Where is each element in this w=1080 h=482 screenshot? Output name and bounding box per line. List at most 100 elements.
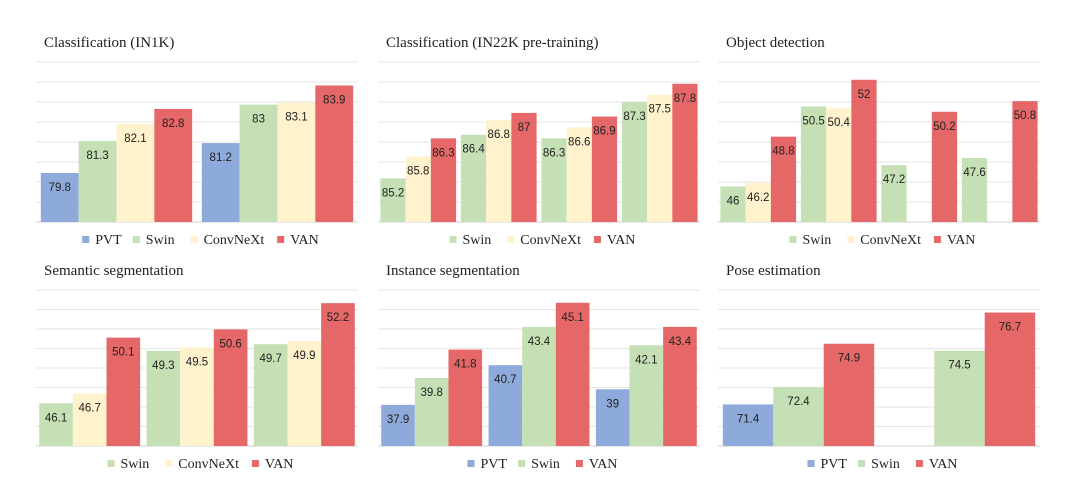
- bar-van-52-2: [321, 303, 355, 446]
- bar-convnext-46-2: [745, 182, 771, 222]
- legend-swatch-swin: [518, 460, 526, 467]
- legend-label-swin: Swin: [146, 233, 175, 248]
- data-label: 50.5: [802, 115, 824, 127]
- bar-convnext-49-5: [180, 347, 214, 446]
- bar-swin-46: [720, 186, 746, 222]
- data-label: 40.7: [494, 374, 516, 386]
- data-label: 39: [606, 398, 619, 410]
- data-label: 46.7: [78, 402, 100, 414]
- data-label: 79.8: [49, 182, 71, 194]
- data-label: 72.4: [787, 396, 810, 408]
- data-label: 46: [727, 195, 740, 207]
- bar-van-82-8: [154, 108, 193, 222]
- chart-title: Pose estimation: [726, 263, 821, 279]
- data-label: 50.1: [112, 347, 134, 359]
- data-label: 50.8: [1014, 110, 1036, 122]
- legend-label-convnext: ConvNeXt: [520, 233, 581, 248]
- data-label: 86.6: [568, 136, 590, 148]
- bar-convnext-46-7: [72, 393, 107, 446]
- data-label: 83.9: [323, 94, 345, 106]
- data-label: 86.9: [593, 126, 615, 138]
- data-label: 87: [518, 122, 531, 134]
- bar-van-87: [511, 112, 537, 222]
- legend: PVT Swin VAN: [467, 457, 618, 472]
- bar-van-86-9: [591, 116, 618, 222]
- data-label: 37.9: [387, 414, 409, 426]
- legend-label-swin: Swin: [871, 457, 900, 472]
- legend-swatch-van: [915, 460, 923, 467]
- bar-van-45-1: [555, 302, 590, 446]
- data-label: 74.9: [838, 353, 860, 365]
- legend-swatch-van: [575, 460, 583, 467]
- legend-label-van: VAN: [589, 457, 618, 472]
- data-label: 41.8: [454, 359, 476, 371]
- legend: Swin ConvNeXt VAN: [789, 233, 976, 248]
- legend-swatch-pvt: [807, 460, 815, 467]
- data-label: 87.5: [649, 104, 671, 116]
- legend-label-swin: Swin: [121, 457, 150, 472]
- bar-swin-74-5: [934, 350, 985, 446]
- data-label: 71.4: [737, 413, 760, 425]
- bar-pvt-71-4: [722, 404, 774, 446]
- legend-swatch-pvt: [82, 236, 90, 243]
- data-label: 86.3: [543, 147, 565, 159]
- data-label: 82.8: [162, 118, 184, 130]
- data-label: 47.6: [963, 167, 985, 179]
- data-label: 86.3: [432, 147, 454, 159]
- legend-label-convnext: ConvNeXt: [204, 233, 265, 248]
- bar-van-83-9: [315, 85, 354, 222]
- legend: PVT Swin VAN: [807, 457, 958, 472]
- bar-swin-46-1: [39, 403, 73, 446]
- legend-swatch-swin: [789, 236, 797, 243]
- bar-pvt-79-8: [40, 172, 79, 222]
- legend-swatch-swin: [107, 460, 115, 467]
- data-label: 87.8: [674, 93, 696, 105]
- chart-title: Instance segmentation: [386, 263, 520, 279]
- legend: PVT Swin ConvNeXt VAN: [82, 233, 319, 248]
- legend-label-convnext: ConvNeXt: [860, 233, 921, 248]
- legend-swatch-pvt: [467, 460, 475, 467]
- data-label: 82.1: [124, 133, 146, 145]
- chart-classification-in22k-pre-training: Classification (IN22K pre-training)85.28…: [378, 35, 700, 248]
- legend-swatch-convnext: [507, 236, 515, 243]
- data-label: 47.2: [883, 174, 905, 186]
- bar-convnext-50-4: [826, 108, 852, 222]
- legend-swatch-van: [251, 460, 259, 467]
- bar-swin-47-6: [961, 158, 988, 222]
- data-label: 46.2: [747, 192, 769, 204]
- data-label: 52: [858, 89, 871, 101]
- legend-swatch-convnext: [165, 460, 173, 467]
- bar-van-50-8: [1012, 101, 1038, 222]
- data-label: 86.8: [488, 129, 510, 141]
- chart-title: Semantic segmentation: [44, 263, 184, 279]
- bar-swin-42-1: [629, 345, 664, 446]
- chart-object-detection: Object detection 46 46.2 48.8 50.5 50.4 52 47.2…: [718, 35, 1040, 248]
- legend-label-van: VAN: [290, 233, 319, 248]
- legend-swatch-van: [277, 236, 285, 243]
- legend: Swin ConvNeXt VAN: [107, 457, 293, 472]
- legend-label-van: VAN: [607, 233, 636, 248]
- bar-swin-86-3: [541, 138, 567, 222]
- bar-van-50-6: [213, 329, 248, 446]
- data-label: 45.1: [561, 312, 583, 324]
- legend-swatch-swin: [858, 460, 866, 467]
- data-label: 42.1: [635, 354, 657, 366]
- data-label: 87.3: [623, 111, 645, 123]
- data-label: 50.4: [828, 117, 851, 129]
- legend-label-van: VAN: [947, 233, 976, 248]
- bar-pvt-39: [595, 389, 630, 446]
- legend-swatch-van: [933, 236, 941, 243]
- bar-convnext-83-1: [277, 102, 316, 222]
- chart-semantic-segmentation: Semantic segmentation 46.1 46.7 50.1 49.3 49.…: [36, 263, 358, 472]
- data-label: 85.2: [382, 187, 404, 199]
- bar-convnext-86-6: [566, 127, 592, 222]
- bar-convnext-87-5: [647, 94, 673, 222]
- bar-convnext-49-9: [287, 340, 322, 446]
- data-label: 49.7: [260, 353, 282, 365]
- bar-swin-83: [239, 104, 278, 222]
- legend-swatch-swin: [449, 236, 457, 243]
- legend-label-van: VAN: [929, 457, 958, 472]
- data-label: 43.4: [528, 336, 551, 348]
- bar-swin-50-5: [800, 106, 827, 222]
